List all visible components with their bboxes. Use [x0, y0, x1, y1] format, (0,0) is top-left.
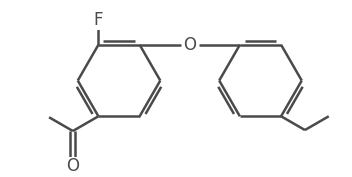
Text: O: O: [67, 157, 79, 175]
Text: O: O: [183, 36, 196, 54]
Text: F: F: [94, 11, 103, 29]
